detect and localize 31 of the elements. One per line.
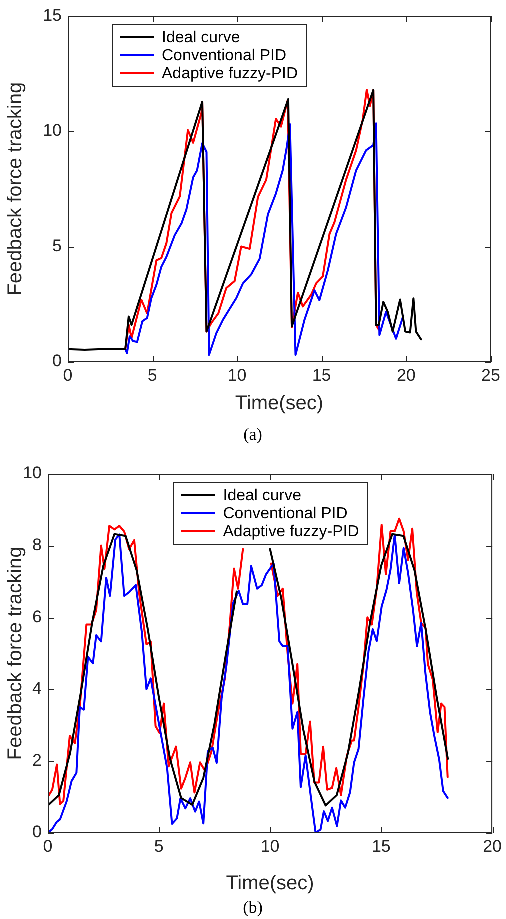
y-tick-label: 0: [52, 352, 62, 371]
legend-label: Ideal curve: [162, 30, 240, 47]
x-tick-label: 25: [482, 366, 500, 385]
y-tick-label: 10: [43, 121, 62, 140]
x-tick-label: 10: [228, 366, 247, 385]
y-tick-label: 15: [43, 6, 62, 25]
text: (b): [242, 898, 264, 918]
x-tick-label: 15: [312, 366, 332, 385]
y-tick-label: 2: [32, 750, 42, 770]
x-tick-label: 20: [483, 836, 502, 856]
legend-label: Conventional PID: [162, 48, 287, 65]
legend-label: Ideal curve: [223, 487, 302, 504]
legend-label: Adaptive fuzzy-PID: [223, 523, 360, 540]
y-axis-title: Feedback force tracking: [4, 82, 27, 296]
y-axis-title: Feedback force tracking: [4, 546, 27, 760]
text: (a): [242, 425, 264, 445]
x-tick-label: 5: [148, 366, 158, 385]
y-tick-label: 6: [32, 607, 42, 626]
x-tick-label: 5: [154, 836, 164, 856]
x-tick-label: 20: [396, 366, 416, 385]
y-tick-label: 4: [32, 679, 42, 698]
x-tick-label: 10: [260, 836, 280, 856]
legend-label: Conventional PID: [223, 505, 348, 522]
x-axis-title: Time(sec): [235, 392, 324, 415]
y-tick-label: 5: [52, 236, 62, 256]
legend-label: Adaptive fuzzy-PID: [162, 66, 298, 83]
x-axis-title: Time(sec): [226, 872, 314, 895]
y-tick-label: 10: [23, 464, 42, 483]
y-tick-label: 8: [32, 535, 42, 554]
y-tick-label: 0: [32, 822, 42, 842]
x-tick-label: 15: [372, 836, 391, 856]
